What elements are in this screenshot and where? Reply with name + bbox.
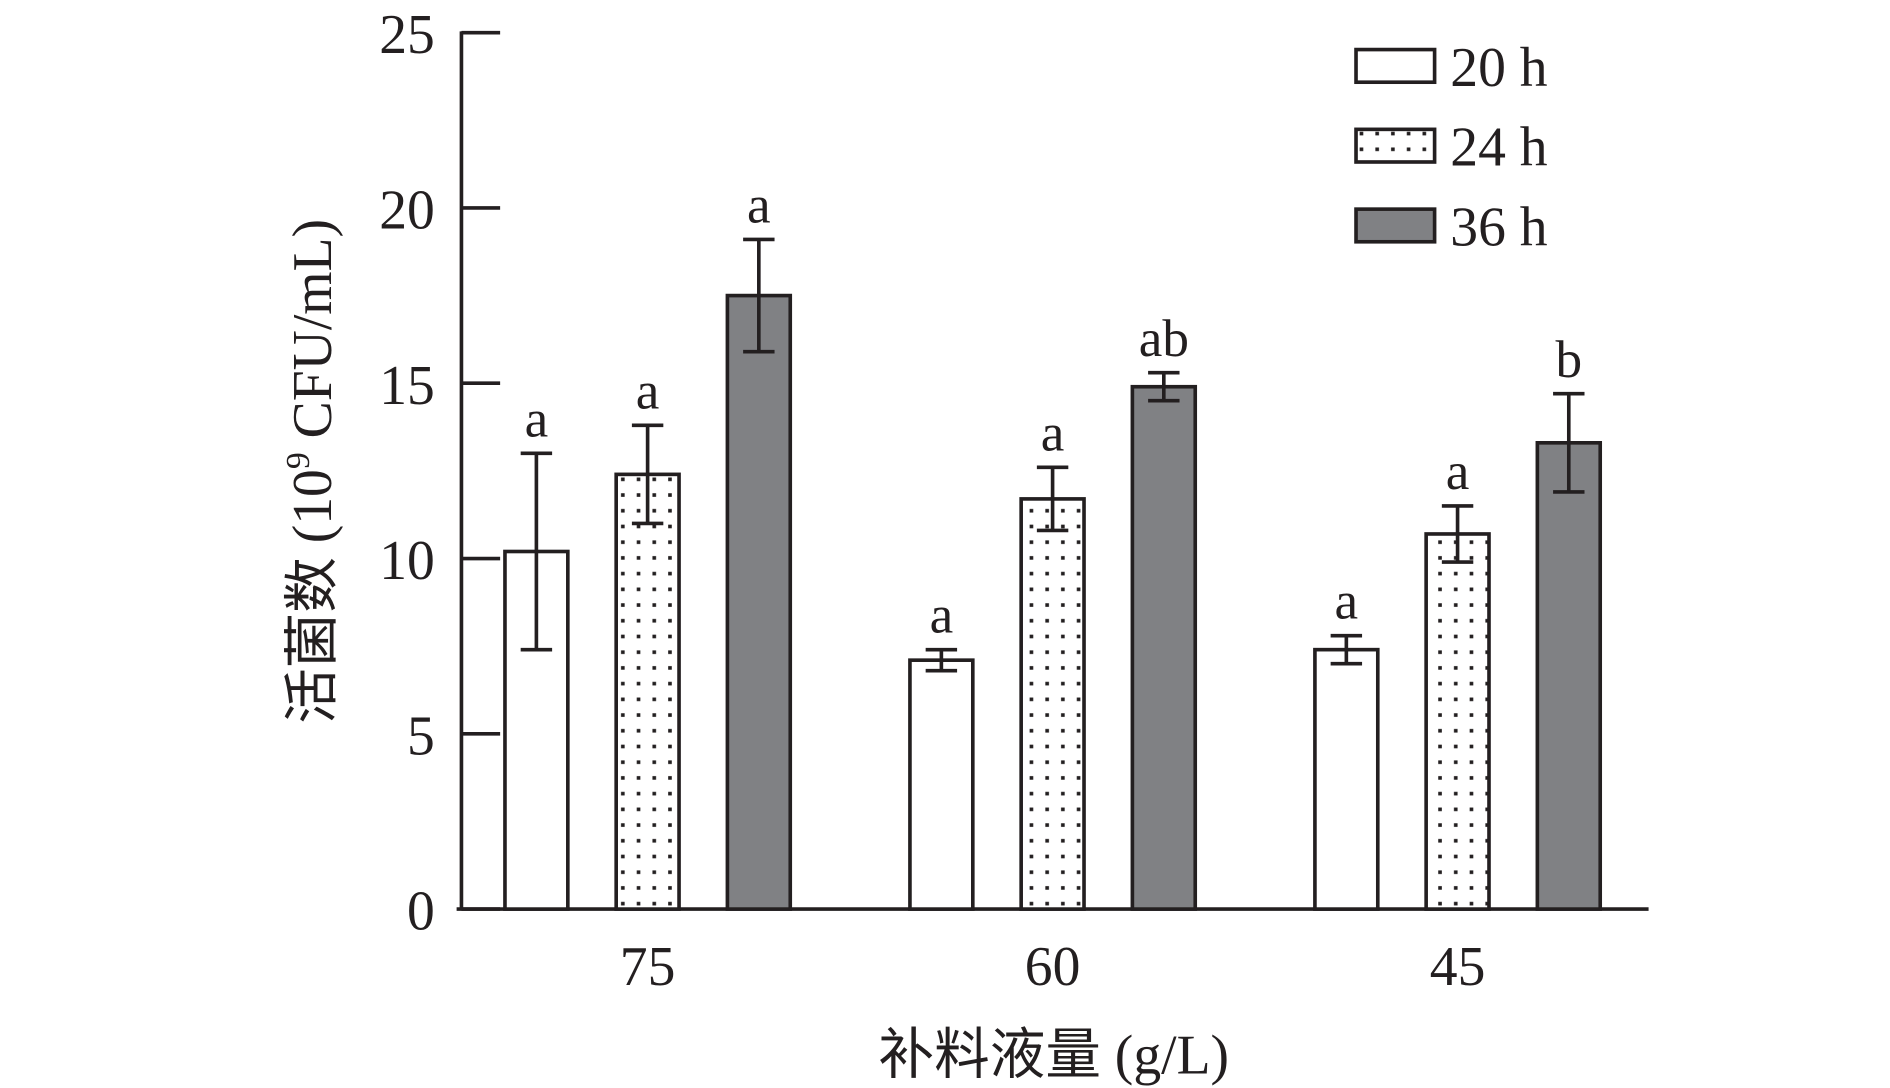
bar-36h-45	[1535, 441, 1603, 911]
bar-20h-60	[908, 658, 975, 911]
y-tick-label: 10	[379, 530, 435, 592]
legend-label: 24 h	[1450, 117, 1547, 179]
legend-swatch	[1354, 127, 1437, 164]
significance-label: a	[1446, 442, 1470, 501]
significance-label: b	[1555, 330, 1582, 389]
significance-label: a	[1335, 572, 1359, 631]
significance-label: a	[1041, 403, 1065, 462]
x-axis-label: 补料液量 (g/L)	[879, 1024, 1230, 1086]
legend-swatch	[1354, 47, 1437, 85]
x-tick-label: 60	[1025, 936, 1081, 998]
y-tick-label: 25	[379, 4, 435, 66]
bar-24h-60	[1019, 497, 1086, 911]
significance-label: ab	[1139, 309, 1189, 368]
bar-20h-45	[1313, 647, 1380, 911]
y-tick-label: 5	[407, 705, 435, 767]
x-tick-label: 75	[620, 936, 676, 998]
significance-label: a	[525, 389, 549, 448]
bar-24h-75	[614, 472, 681, 911]
bar-24h-45	[1424, 532, 1491, 911]
y-axis-label: 活菌数 (109 CFU/mL)	[280, 219, 344, 724]
bar-36h-75	[725, 293, 793, 911]
significance-label: a	[930, 586, 954, 645]
legend-label: 20 h	[1450, 37, 1547, 99]
significance-label: a	[636, 361, 660, 420]
x-tick-label: 45	[1430, 936, 1486, 998]
significance-label: a	[747, 176, 771, 235]
y-tick-label: 20	[379, 179, 435, 241]
bar-36h-60	[1130, 384, 1198, 911]
y-tick-label: 0	[407, 881, 435, 943]
legend-swatch	[1354, 207, 1437, 244]
legend-label: 36 h	[1450, 196, 1547, 258]
y-tick-label: 15	[379, 355, 435, 417]
